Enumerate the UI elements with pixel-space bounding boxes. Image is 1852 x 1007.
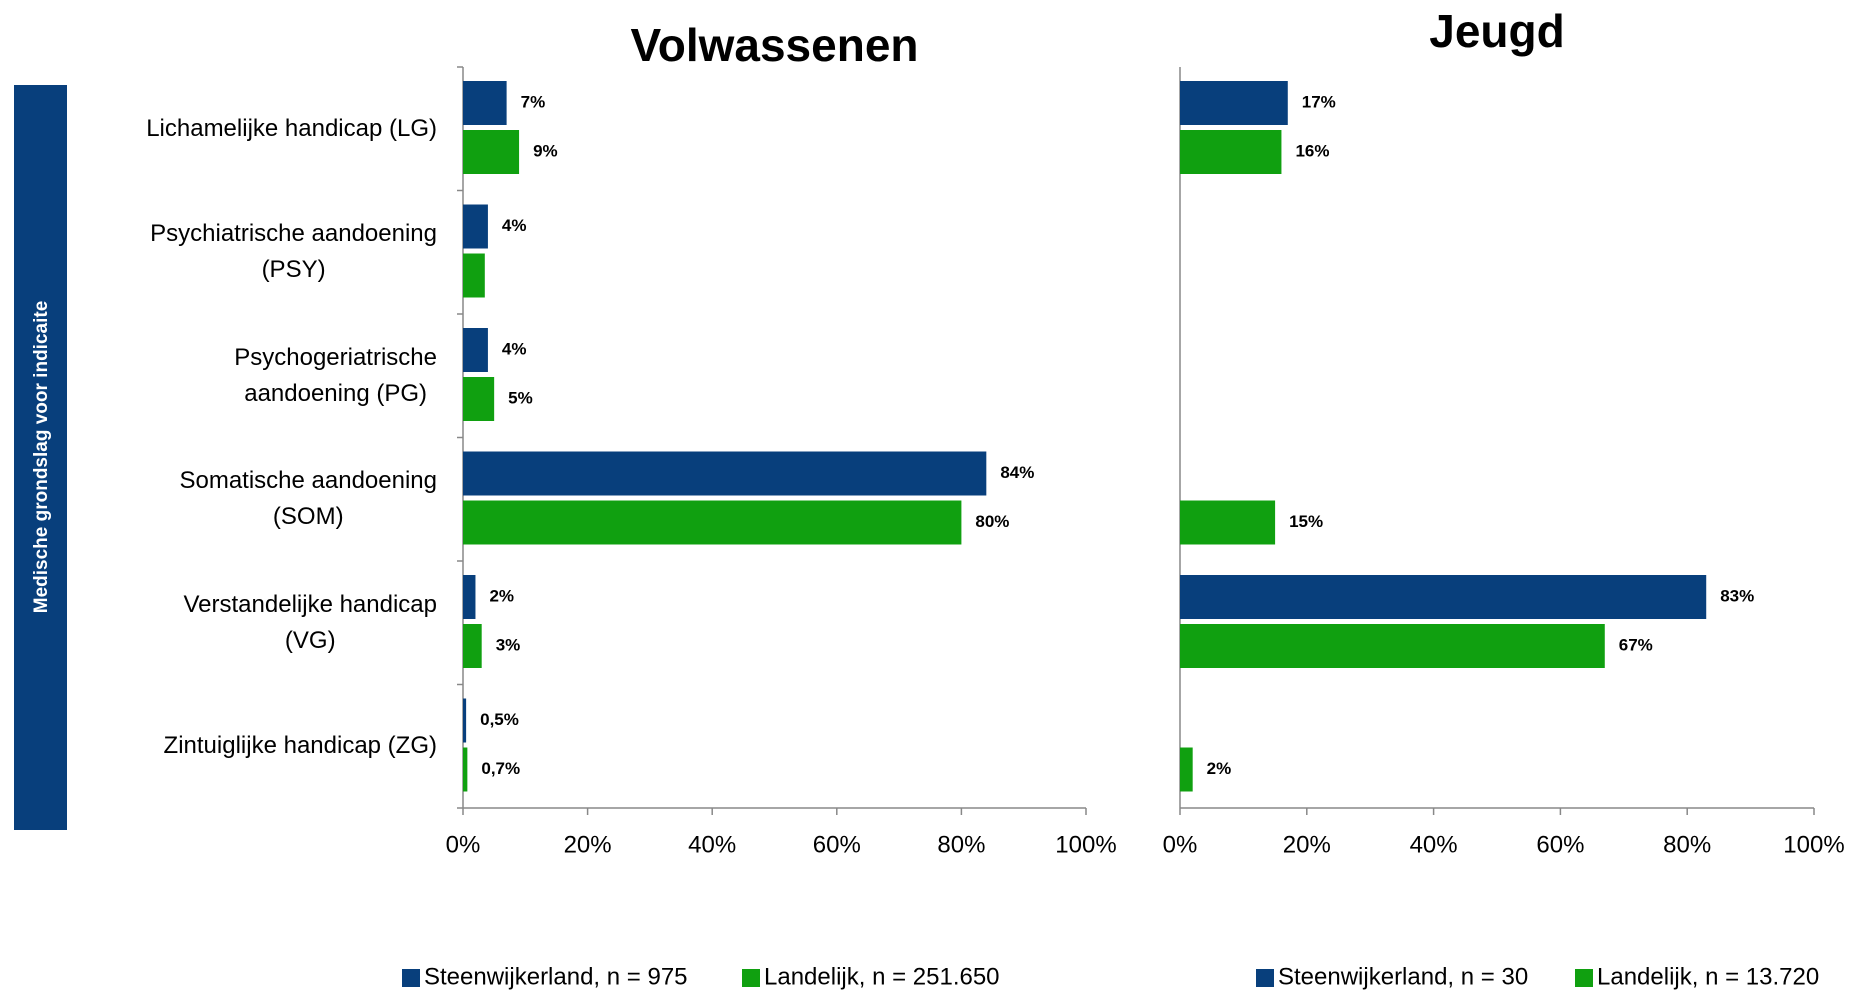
data-label: 5% [508, 388, 533, 407]
x-tick-label: 20% [564, 831, 612, 858]
bar [463, 81, 507, 125]
y-tick-label: Somatische aandoening (SOM) [179, 467, 437, 531]
data-label: 17% [1302, 92, 1336, 111]
bar [1180, 747, 1193, 792]
chart-title: Volwassenen [630, 19, 918, 71]
x-tick-label: 60% [1536, 831, 1584, 858]
data-label: 2% [489, 586, 514, 605]
bar [463, 130, 520, 174]
legend-swatch [402, 969, 420, 987]
bar [463, 575, 476, 619]
data-label: 4% [502, 339, 527, 358]
bar [1180, 575, 1707, 619]
chart-title: Jeugd [1429, 5, 1564, 57]
data-label: 83% [1720, 586, 1754, 605]
y-tick-label: Lichamelijke handicap (LG) [146, 114, 437, 142]
y-tick-label: Psychiatrische aandoening (PSY) [150, 220, 437, 284]
x-tick-label: 40% [1410, 831, 1458, 858]
y-tick-label: Zintuiglijke handicap (ZG) [163, 732, 437, 760]
data-label: 16% [1295, 141, 1329, 160]
bar [1180, 130, 1282, 174]
bar [463, 204, 488, 249]
data-label: 0,5% [480, 710, 519, 729]
x-tick-label: 40% [688, 831, 736, 858]
x-tick-label: 100% [1783, 831, 1844, 858]
x-tick-label: 0% [1163, 831, 1198, 858]
y-label-box [14, 85, 67, 830]
x-tick-label: 20% [1283, 831, 1331, 858]
x-tick-label: 80% [937, 831, 985, 858]
legend-swatch [1575, 969, 1593, 987]
bar [463, 698, 467, 743]
legend-label: Landelijk, n = 251.650 [764, 963, 1000, 990]
data-label: 80% [975, 512, 1009, 531]
y-tick-label: Psychogeriatrische aandoening (PG) [234, 343, 437, 407]
data-label: 4% [502, 216, 527, 235]
legend-swatch [1256, 969, 1274, 987]
data-label: 9% [533, 141, 558, 160]
data-label: 0,7% [481, 759, 520, 778]
data-label: 3% [496, 635, 521, 654]
legend-swatch [742, 969, 760, 987]
bar [1180, 624, 1605, 668]
bar [463, 624, 482, 668]
data-label: 2% [1207, 759, 1232, 778]
bar [463, 377, 495, 421]
legend-label: Steenwijkerland, n = 30 [1278, 963, 1528, 990]
bar [463, 253, 485, 298]
bar [463, 500, 962, 545]
bar [463, 451, 987, 496]
bar [463, 747, 468, 792]
data-label: 15% [1289, 512, 1323, 531]
x-tick-label: 0% [446, 831, 481, 858]
data-label: 67% [1619, 635, 1653, 654]
y-axis-label: Medische grondslag voor indicaite [31, 301, 52, 614]
y-tick-label: Verstandelijke handicap (VG) [183, 590, 437, 654]
bar [1180, 500, 1276, 545]
bar [463, 328, 488, 372]
bar [1180, 81, 1288, 125]
data-label: 84% [1000, 463, 1034, 482]
x-tick-label: 80% [1663, 831, 1711, 858]
x-tick-label: 60% [813, 831, 861, 858]
legend-label: Steenwijkerland, n = 975 [424, 963, 688, 990]
x-tick-label: 100% [1055, 831, 1116, 858]
data-label: 7% [521, 92, 546, 111]
legend-label: Landelijk, n = 13.720 [1597, 963, 1819, 990]
